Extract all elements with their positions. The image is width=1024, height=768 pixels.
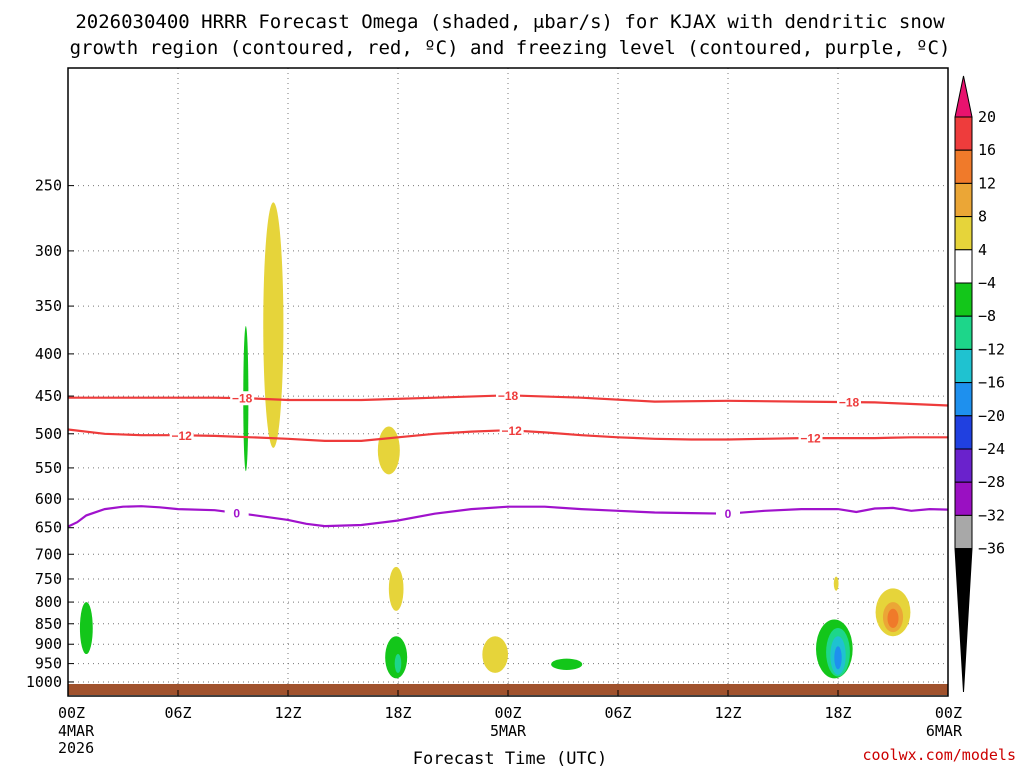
x-tick-label: 18Z (824, 704, 851, 722)
y-tick-label: 350 (35, 297, 62, 315)
colorbar-label: 4 (978, 241, 987, 259)
y-tick-label: 700 (35, 545, 62, 563)
contour-line (68, 394, 949, 407)
x-tick-label: 12Z (274, 704, 301, 722)
x-tick-label: 00Z (494, 704, 521, 722)
colorbar-label: −28 (978, 473, 1005, 491)
colorbar-segment (954, 249, 973, 284)
contour-label: −12 (800, 432, 821, 446)
contour-label: 0 (233, 506, 240, 520)
colorbar-segment (954, 216, 973, 251)
colorbar-segment (954, 149, 973, 184)
contour-label: 0 (725, 507, 732, 521)
omega-shading (79, 202, 911, 679)
colorbar-arrow-top (954, 75, 973, 118)
omega-cell (833, 576, 839, 591)
contour-label-bg (798, 431, 823, 446)
y-tick-label: 950 (35, 655, 62, 673)
x-tick-date: 6MAR (926, 722, 963, 740)
contour-label-bg (837, 395, 861, 410)
x-tick-label: 06Z (604, 704, 631, 722)
y-tick-label: 1000 (26, 673, 62, 691)
colorbar-label: −16 (978, 374, 1005, 392)
colorbar-label: −36 (978, 540, 1005, 558)
colorbar-label: 20 (978, 108, 996, 126)
colorbar-label: −20 (978, 407, 1005, 425)
x-tick-label: 00Z (935, 704, 962, 722)
colorbar-label: −12 (978, 340, 1005, 358)
omega-cell (482, 636, 508, 673)
x-tick-label: 18Z (384, 704, 411, 722)
grid-lines (68, 68, 948, 696)
y-axis: 250 300 350 400 450 500 550 600 650 700 750 800 850 9… (26, 177, 74, 691)
colorbar-arrow-bottom (954, 548, 973, 693)
omega-cell (834, 646, 842, 670)
contour-label: −18 (839, 396, 860, 410)
y-tick-label: 900 (35, 635, 62, 653)
temperature-contours: −18 −18 −18 −12 −12 −12 0 0 (67, 388, 949, 528)
y-tick-label: 450 (35, 387, 62, 405)
contour-label: −18 (232, 392, 253, 406)
colorbar: 20 16 12 8 4 −4 −8 −12 −16 −20 −24 −28 −32 −36 (954, 75, 1005, 693)
x-axis-label: Forecast Time (UTC) (413, 749, 607, 768)
colorbar-label: −4 (978, 274, 996, 292)
x-tick-label: 00Z (58, 704, 85, 722)
colorbar-label: −32 (978, 506, 1005, 524)
y-tick-label: 750 (35, 570, 62, 588)
contour-label-bg (230, 391, 255, 406)
contour-label: −18 (498, 389, 519, 403)
colorbar-label: −8 (978, 307, 996, 325)
omega-cell (551, 658, 583, 670)
omega-cell (887, 608, 899, 628)
contour-label: −12 (171, 429, 192, 443)
colorbar-segment (954, 514, 973, 550)
x-tick-date: 4MAR (58, 722, 95, 740)
x-tick-label: 12Z (714, 704, 741, 722)
credit-text: coolwx.com/models (862, 746, 1016, 764)
colorbar-segment (954, 415, 973, 450)
y-tick-label: 600 (35, 490, 62, 508)
chart-title-line2: growth region (contoured, red, ºC) and f… (70, 37, 951, 59)
contour-label-bg (496, 388, 520, 403)
x-tick-label: 06Z (164, 704, 191, 722)
colorbar-segment (954, 182, 973, 218)
contour-label-bg (716, 506, 740, 521)
omega-cell (394, 654, 402, 673)
omega-cell (79, 602, 93, 655)
y-tick-label: 800 (35, 593, 62, 611)
colorbar-label: 16 (978, 141, 996, 159)
y-tick-label: 300 (35, 242, 62, 260)
y-tick-label: 850 (35, 615, 62, 633)
colorbar-segment (954, 382, 973, 417)
contour-label-bg (224, 505, 249, 520)
contour-label: −12 (501, 424, 522, 438)
colorbar-segment (954, 448, 973, 483)
colorbar-segment (954, 481, 973, 516)
colorbar-label: −24 (978, 440, 1005, 458)
colorbar-segment (954, 315, 973, 350)
omega-cell (388, 566, 404, 611)
colorbar-label: 12 (978, 174, 996, 192)
y-tick-label: 250 (35, 177, 62, 195)
colorbar-segment (954, 282, 973, 317)
contour-label-bg (169, 428, 194, 443)
ground-surface-band (68, 684, 948, 695)
contour-line (67, 505, 949, 528)
y-tick-label: 650 (35, 519, 62, 537)
colorbar-segment (954, 348, 973, 384)
y-tick-label: 500 (35, 425, 62, 443)
omega-cell (263, 202, 284, 448)
x-tick-year: 2026 (58, 739, 94, 757)
y-tick-label: 400 (35, 345, 62, 363)
contour-label-bg (499, 423, 524, 438)
omega-cell (377, 426, 400, 475)
chart-title-line1: 2026030400 HRRR Forecast Omega (shaded, … (75, 11, 945, 33)
colorbar-segment (954, 116, 973, 151)
colorbar-label: 8 (978, 208, 987, 226)
y-tick-label: 550 (35, 459, 62, 477)
x-tick-date: 5MAR (490, 722, 527, 740)
